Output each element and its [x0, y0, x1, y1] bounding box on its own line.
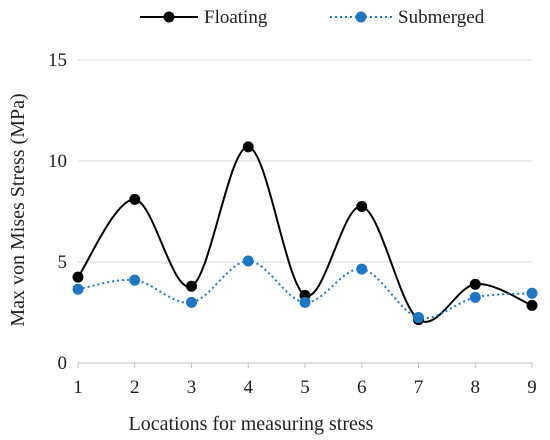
data-point-floating	[129, 193, 141, 205]
legend-marker-submerged	[355, 11, 367, 23]
legend: Floating Submerged	[140, 7, 485, 28]
y-tick-label: 15	[48, 50, 67, 71]
x-tick-label: 6	[357, 377, 367, 398]
series-line-floating	[77, 145, 533, 323]
x-axis-title: Locations for measuring stress	[129, 413, 374, 435]
y-tick-labels: 0 5 10 15	[48, 50, 67, 374]
x-tick-label: 3	[187, 377, 197, 398]
y-tick-label: 10	[48, 151, 67, 172]
legend-label-floating: Floating	[204, 7, 268, 28]
x-tick-label: 5	[300, 377, 310, 398]
data-point-submerged	[129, 274, 141, 286]
y-tick-label: 0	[58, 353, 68, 374]
data-point-floating	[526, 299, 538, 311]
x-tick-label: 8	[471, 377, 481, 398]
data-point-submerged	[526, 287, 538, 299]
data-point-floating	[242, 141, 254, 153]
x-tick-label: 2	[130, 377, 140, 398]
x-tick-label: 9	[527, 377, 537, 398]
x-tick-labels: 1 2 3 4 5 6 7 8 9	[73, 377, 537, 398]
data-point-floating	[72, 271, 84, 283]
data-point-submerged	[469, 291, 481, 303]
gridlines	[78, 59, 532, 263]
data-point-floating	[356, 200, 368, 212]
data-point-floating	[469, 278, 481, 290]
data-point-submerged	[356, 263, 368, 275]
legend-label-submerged: Submerged	[398, 7, 485, 28]
data-point-submerged	[186, 296, 197, 308]
data-point-submerged	[242, 255, 254, 267]
axes	[77, 362, 533, 368]
y-tick-label: 5	[58, 252, 68, 273]
data-point-floating	[186, 280, 197, 292]
series-layer	[72, 141, 538, 326]
data-point-submerged	[413, 312, 424, 324]
x-tick-label: 1	[73, 377, 83, 398]
x-tick-label: 7	[414, 377, 424, 398]
x-tick-label: 4	[244, 377, 254, 398]
legend-marker-floating	[163, 11, 175, 23]
data-point-submerged	[72, 283, 84, 295]
y-axis-title: Max von Mises Stress (MPa)	[7, 93, 29, 326]
data-point-submerged	[299, 296, 311, 308]
